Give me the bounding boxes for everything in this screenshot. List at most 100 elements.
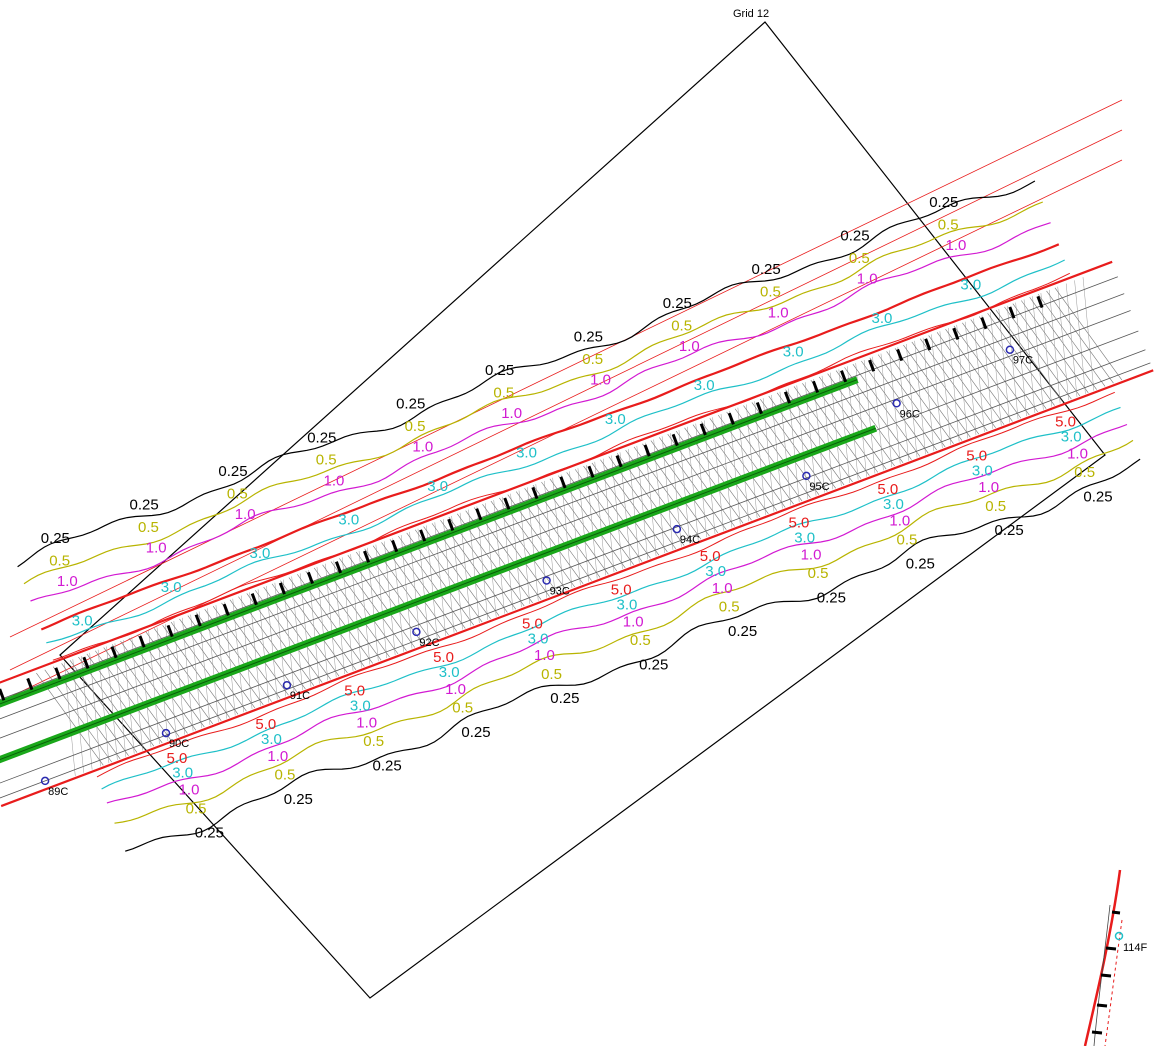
- contour-5-0-line: [52, 272, 1071, 661]
- station-label: 89C: [48, 786, 68, 798]
- contour-label: 0.25: [550, 690, 579, 707]
- contour-label: 3.0: [705, 563, 726, 580]
- corner-fragment: 114F: [1083, 869, 1148, 1046]
- contour-label: 5.0: [877, 481, 898, 498]
- contour-label: 5.0: [700, 548, 721, 565]
- contour-label: 0.25: [840, 228, 869, 245]
- station-marker: [802, 471, 811, 481]
- contour-label: 1.0: [857, 271, 878, 288]
- contour-label: 1.0: [768, 304, 789, 321]
- contour-label: 0.25: [639, 657, 668, 674]
- contour-label: 0.25: [995, 522, 1024, 539]
- contour-label: 1.0: [1067, 446, 1088, 463]
- contour-label: 0.5: [138, 519, 159, 536]
- contour-label: 0.25: [218, 463, 247, 480]
- contour-label: 5.0: [255, 716, 276, 733]
- contour-label: 0.25: [485, 362, 514, 379]
- station-label: 92C: [419, 637, 439, 649]
- contour-label: 1.0: [946, 237, 967, 254]
- contour-label: 0.5: [493, 385, 514, 402]
- station-marker: [282, 680, 292, 690]
- contour-label: 0.25: [373, 757, 402, 774]
- contour-label: 3.0: [794, 530, 815, 547]
- contour-label: 1.0: [978, 479, 999, 496]
- station-label: 95C: [809, 481, 829, 493]
- contour-label: 3.0: [250, 545, 271, 562]
- contour-lines: [17, 180, 1141, 852]
- contour-label: 0.25: [41, 530, 70, 547]
- contour-label: 0.5: [630, 632, 651, 649]
- contour-label: 1.0: [534, 647, 555, 664]
- contour-label: 3.0: [960, 276, 981, 293]
- contour-label: 3.0: [350, 698, 371, 715]
- contour-label: 1.0: [801, 546, 822, 563]
- contour-label: 3.0: [528, 630, 549, 647]
- contour-label: 0.5: [897, 531, 918, 548]
- contour-label: 0.5: [452, 700, 473, 717]
- contour-label: 1.0: [590, 372, 611, 389]
- contour-0-25-line: [17, 180, 1036, 568]
- station-label: 91C: [290, 690, 310, 702]
- contour-1-0-line: [30, 222, 1051, 602]
- contour-label: 1.0: [445, 681, 466, 698]
- contour-label: 0.5: [808, 565, 829, 582]
- station-marker: [40, 776, 50, 786]
- contour-label: 1.0: [146, 540, 167, 557]
- station-marker: [542, 576, 551, 585]
- contour-label: 5.0: [966, 447, 987, 464]
- contour-label: 5.0: [611, 582, 632, 599]
- contour-0-5-line: [23, 201, 1044, 585]
- contour-label: 5.0: [167, 750, 188, 767]
- contour-label: 0.25: [929, 194, 958, 211]
- contour-label: 0.25: [461, 724, 490, 741]
- station-label: 96C: [900, 408, 920, 420]
- contour-label: 3.0: [883, 496, 904, 513]
- station-marker: [672, 524, 682, 534]
- contour-label: 3.0: [605, 411, 626, 428]
- contour-label: 0.5: [186, 800, 207, 817]
- contour-3-0-line: [46, 259, 1065, 644]
- contour-label: 3.0: [972, 462, 993, 479]
- station-marker: [412, 627, 421, 637]
- contour-label: 0.5: [671, 317, 692, 334]
- contour-label: 1.0: [412, 439, 433, 456]
- contour-label: 0.5: [582, 351, 603, 368]
- station-label: 90C: [169, 738, 189, 750]
- station-marker: [1005, 345, 1015, 354]
- contour-label: 0.25: [307, 429, 336, 446]
- contour-label: 0.5: [405, 418, 426, 435]
- contour-label: 1.0: [679, 338, 700, 355]
- station-marker: [892, 399, 901, 408]
- contour-label: 5.0: [1055, 414, 1076, 431]
- contour-label: 0.25: [728, 623, 757, 640]
- contour-label: 0.25: [752, 261, 781, 278]
- contour-label: 0.25: [817, 589, 846, 606]
- contour-label: 0.5: [719, 599, 740, 616]
- contour-label: 3.0: [783, 344, 804, 361]
- station-label: 97C: [1013, 355, 1033, 367]
- contour-label: 0.25: [1083, 489, 1112, 506]
- contour-label: 3.0: [694, 377, 715, 394]
- contour-label: 0.5: [227, 485, 248, 502]
- contour-label: 3.0: [338, 512, 359, 529]
- contour-label: 3.0: [439, 664, 460, 681]
- station-marker-114f: [1114, 931, 1124, 941]
- contour-label: 3.0: [261, 731, 282, 748]
- contour-label: 0.25: [906, 556, 935, 573]
- contour-label: 0.5: [1074, 464, 1095, 481]
- contour-label: 3.0: [872, 310, 893, 327]
- contour-label: 0.5: [849, 250, 870, 267]
- contour-label: 5.0: [522, 615, 543, 632]
- contour-3-0-line: [101, 406, 1121, 790]
- grid-title: Grid 12: [733, 8, 769, 20]
- contour-label: 1.0: [57, 573, 78, 590]
- station-marker: [161, 728, 171, 738]
- contour-label: 0.25: [284, 791, 313, 808]
- contour-label: 5.0: [344, 683, 365, 700]
- contour-label: 1.0: [235, 506, 256, 523]
- contour-label: 0.5: [541, 666, 562, 683]
- contour-label: 1.0: [889, 513, 910, 530]
- contour-label: 3.0: [161, 579, 182, 596]
- contour-label: 1.0: [712, 580, 733, 597]
